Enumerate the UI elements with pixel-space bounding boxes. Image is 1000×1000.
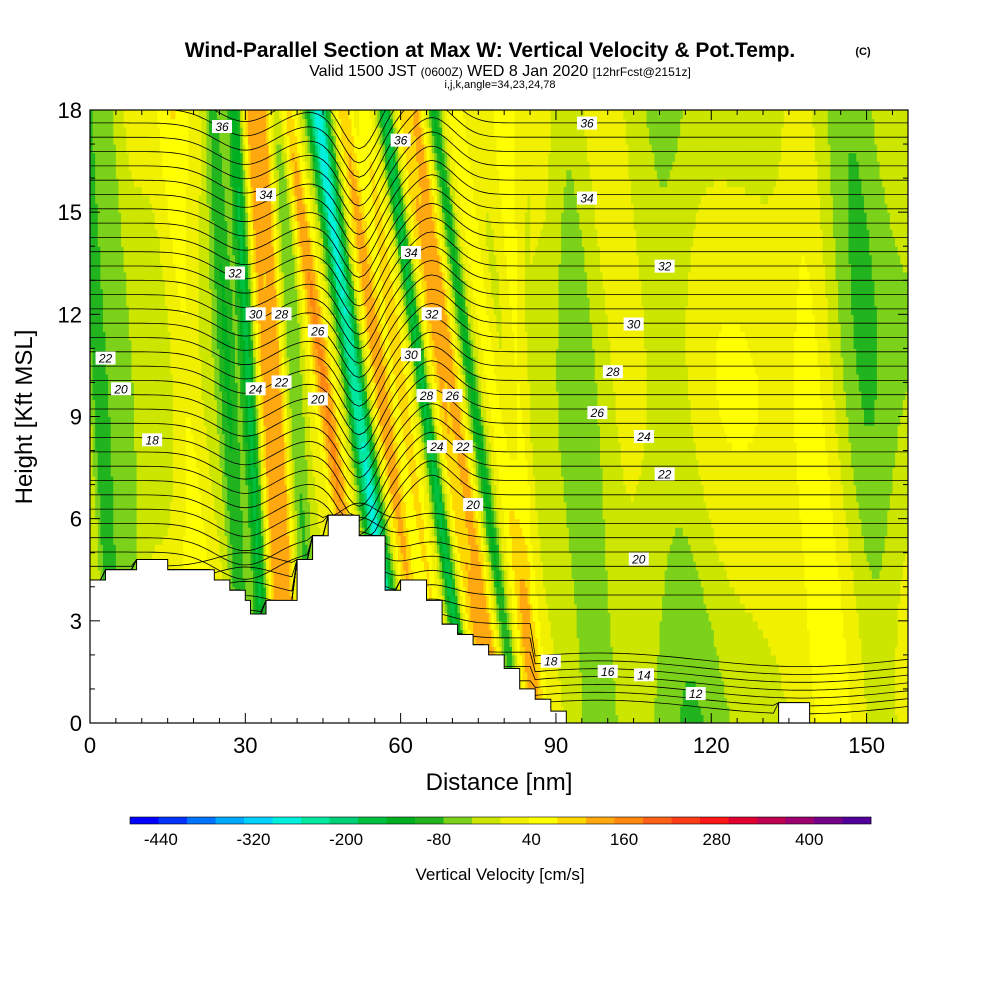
valid-time: Valid 1500 JST — [309, 63, 417, 80]
cross-section-chart: Wind-Parallel Section at Max W: Vertical… — [0, 0, 1000, 1000]
forecast-info: [12hrFcst@2151z] — [593, 65, 691, 79]
copyright-mark: (C) — [855, 46, 871, 58]
utc-time: (0600Z) — [421, 65, 463, 79]
valid-date: WED 8 Jan 2020 — [467, 63, 588, 80]
chart-title: Wind-Parallel Section at Max W: Vertical… — [185, 39, 796, 62]
chart-subtitle: Valid 1500 JST (0600Z) WED 8 Jan 2020 [1… — [309, 63, 691, 80]
grid-indices: i,j,k,angle=34,23,24,78 — [444, 79, 555, 91]
